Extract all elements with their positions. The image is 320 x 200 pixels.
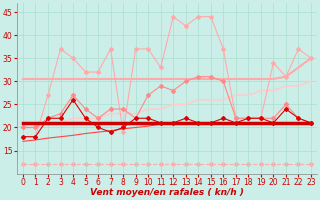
X-axis label: Vent moyen/en rafales ( kn/h ): Vent moyen/en rafales ( kn/h ) (90, 188, 244, 197)
